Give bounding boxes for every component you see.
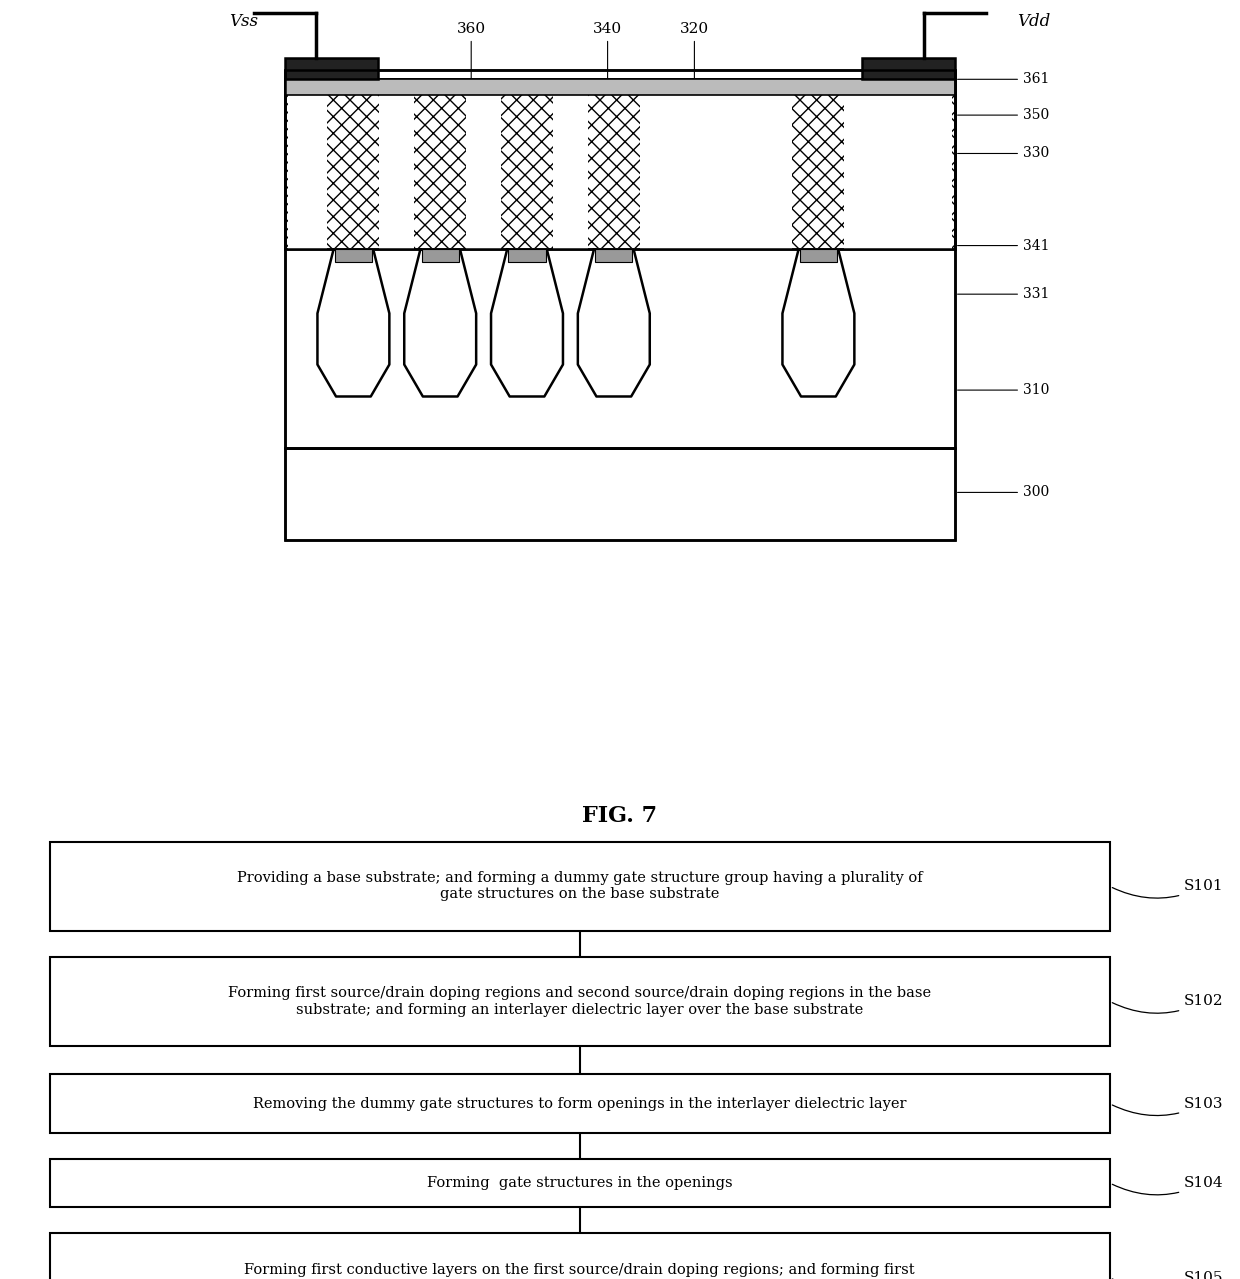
Bar bbox=[379, 79, 414, 249]
Text: FIG. 7: FIG. 7 bbox=[583, 804, 657, 828]
Bar bbox=[285, 448, 955, 540]
Text: S104: S104 bbox=[1112, 1177, 1224, 1195]
Bar bbox=[50, 1074, 1110, 1133]
Bar bbox=[553, 79, 588, 249]
Bar bbox=[508, 249, 546, 262]
Bar bbox=[844, 79, 952, 249]
Text: Vdd: Vdd bbox=[1017, 13, 1050, 31]
Bar bbox=[800, 249, 837, 262]
Bar bbox=[285, 70, 955, 448]
Bar bbox=[285, 79, 955, 249]
Bar bbox=[50, 1233, 1110, 1279]
Bar bbox=[285, 79, 955, 95]
Text: Forming first conductive layers on the first source/drain doping regions; and fo: Forming first conductive layers on the f… bbox=[244, 1262, 915, 1279]
Polygon shape bbox=[317, 249, 389, 396]
Polygon shape bbox=[404, 249, 476, 396]
Text: 331: 331 bbox=[957, 288, 1049, 301]
Bar bbox=[50, 842, 1110, 931]
Bar bbox=[285, 70, 955, 448]
Text: Forming  gate structures in the openings: Forming gate structures in the openings bbox=[427, 1177, 733, 1189]
Text: 330: 330 bbox=[957, 147, 1049, 160]
Bar bbox=[285, 58, 378, 79]
Bar bbox=[640, 79, 792, 249]
Bar bbox=[466, 79, 501, 249]
Bar bbox=[862, 58, 955, 79]
Text: Providing a base substrate; and forming a dummy gate structure group having a pl: Providing a base substrate; and forming … bbox=[237, 871, 923, 902]
Bar bbox=[285, 79, 955, 249]
Text: 341: 341 bbox=[957, 239, 1049, 252]
Bar bbox=[595, 249, 632, 262]
Bar bbox=[288, 79, 327, 249]
Text: S105: S105 bbox=[1112, 1271, 1224, 1279]
Polygon shape bbox=[578, 249, 650, 396]
Text: Forming first source/drain doping regions and second source/drain doping regions: Forming first source/drain doping region… bbox=[228, 986, 931, 1017]
Text: 350: 350 bbox=[957, 109, 1049, 122]
Bar bbox=[50, 957, 1110, 1046]
Polygon shape bbox=[782, 249, 854, 396]
Text: Removing the dummy gate structures to form openings in the interlayer dielectric: Removing the dummy gate structures to fo… bbox=[253, 1097, 906, 1110]
Text: 310: 310 bbox=[957, 384, 1049, 396]
Text: S102: S102 bbox=[1112, 995, 1224, 1013]
Text: 340: 340 bbox=[593, 22, 622, 83]
Text: 361: 361 bbox=[957, 73, 1049, 86]
Bar bbox=[285, 448, 955, 540]
Bar bbox=[335, 249, 372, 262]
Polygon shape bbox=[491, 249, 563, 396]
Bar bbox=[50, 1159, 1110, 1207]
Text: 360: 360 bbox=[456, 22, 486, 83]
Text: S103: S103 bbox=[1112, 1097, 1224, 1115]
Text: 300: 300 bbox=[957, 486, 1049, 499]
Text: S101: S101 bbox=[1112, 880, 1224, 898]
Text: 320: 320 bbox=[680, 22, 709, 83]
Text: Vss: Vss bbox=[229, 13, 258, 31]
Bar bbox=[422, 249, 459, 262]
